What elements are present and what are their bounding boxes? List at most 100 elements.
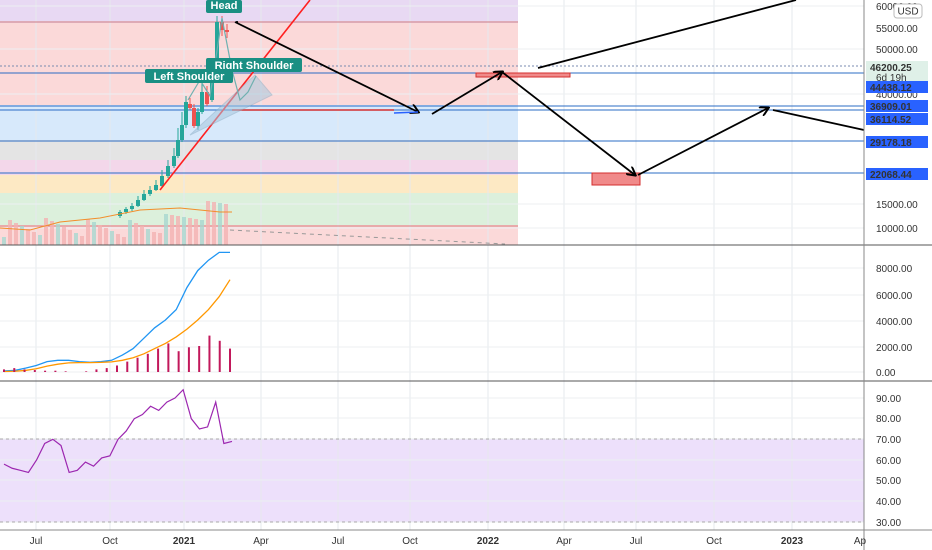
- candlestick-series: [0, 16, 232, 245]
- price-tick-6: 10000.00: [876, 224, 918, 235]
- macd-hist-14: [146, 353, 149, 372]
- price-pane-background: [0, 0, 864, 522]
- price-tick-4: 40000.00: [876, 90, 918, 101]
- candle-body-1: [124, 209, 128, 212]
- volume-bar-29: [176, 216, 180, 245]
- volume-bar-9: [56, 224, 60, 245]
- rsi-tick-2: 70.00: [876, 435, 901, 446]
- signal-line: [3, 279, 231, 373]
- time-tick-5: Oct: [402, 536, 418, 547]
- macd-hist-4: [44, 370, 47, 372]
- candle-body-7: [160, 176, 164, 186]
- rsi-indicator: [3, 388, 233, 474]
- candle-body-5: [148, 190, 152, 194]
- time-tick-11: Ap: [854, 536, 867, 547]
- volume-bar-35: [212, 202, 216, 245]
- price-tag-3: 36114.52: [870, 115, 912, 126]
- price-tick-1: 55000.00: [876, 24, 918, 35]
- macd-hist-21: [218, 340, 221, 372]
- price-tag-bg-3: [866, 113, 928, 125]
- macd-line: [3, 251, 230, 372]
- projection-arrow-3: [637, 108, 768, 176]
- candle-body-11: [180, 125, 184, 140]
- time-tick-4: Jul: [332, 536, 345, 547]
- candle-body-9: [172, 156, 176, 166]
- volume-bar-11: [68, 230, 72, 245]
- candle-body-18: [210, 80, 214, 100]
- chart-drawings[interactable]: [159, 0, 865, 191]
- currency-badge[interactable]: USD: [893, 3, 923, 19]
- candle-body-17: [205, 92, 209, 104]
- time-tick-9: Oct: [706, 536, 722, 547]
- macd-hist-15: [157, 348, 160, 372]
- head-label[interactable]: Head: [206, 0, 242, 13]
- volume-bar-1: [8, 220, 12, 245]
- price-tag-4: 29178.18: [870, 138, 912, 149]
- macd-hist-1: [13, 368, 16, 372]
- candle-body-10: [176, 140, 180, 156]
- volume-bar-15: [92, 222, 96, 245]
- target-box-bottom: [591, 172, 641, 186]
- volume-bar-26: [158, 233, 162, 245]
- volume-bar-23: [140, 226, 144, 245]
- volume-bar-22: [134, 223, 138, 245]
- volume-bar-25: [152, 232, 156, 245]
- macd-hist-12: [126, 361, 129, 372]
- zone-pink: [0, 160, 518, 175]
- time-tick-0: Jul: [30, 536, 43, 547]
- zone-orange: [0, 175, 518, 193]
- volume-bar-36: [218, 203, 222, 245]
- volume-bar-6: [38, 235, 42, 245]
- macd-hist-20: [208, 335, 211, 372]
- candle-body-21: [225, 30, 229, 32]
- price-tag-sub-0: 6d 19h: [876, 73, 907, 84]
- macd-axis[interactable]: 8000.00 6000.00 4000.00 2000.00 0.00: [876, 264, 913, 379]
- volume-bar-21: [128, 220, 132, 245]
- macd-tick-3: 2000.00: [876, 343, 913, 354]
- price-tick-5: 15000.00: [876, 200, 918, 211]
- left-shoulder-label[interactable]: Left Shoulder: [145, 69, 233, 83]
- volume-bar-31: [188, 218, 192, 245]
- right-shoulder-text: Right Shoulder: [215, 60, 295, 72]
- volume-bar-33: [200, 220, 204, 245]
- volume-bar-17: [104, 228, 108, 245]
- macd-hist-19: [198, 346, 201, 372]
- volume-bar-19: [116, 234, 120, 245]
- volume-bar-13: [80, 236, 84, 245]
- time-tick-6: 2022: [477, 536, 500, 547]
- right-shoulder-label[interactable]: Right Shoulder: [206, 58, 302, 72]
- volume-bar-32: [194, 219, 198, 245]
- time-tick-7: Apr: [556, 536, 572, 547]
- candle-body-20: [220, 22, 224, 30]
- price-tag-5: 22068.44: [870, 170, 912, 181]
- candle-body-8: [166, 166, 170, 176]
- volume-bar-27: [164, 214, 168, 245]
- pattern-triangle: [189, 74, 273, 136]
- macd-hist-16: [167, 343, 170, 372]
- projection-arrow-0: [234, 21, 418, 112]
- projection-arrow-2: [501, 71, 635, 175]
- volume-bar-24: [146, 229, 150, 245]
- volume-ma: [0, 207, 232, 231]
- price-tag-bg-1: [866, 81, 928, 93]
- price-tag-bg-0: [866, 61, 928, 83]
- volume-bar-34: [206, 201, 210, 245]
- rsi-axis[interactable]: 90.00 80.00 70.00 60.00 50.00 40.00 30.00: [876, 394, 901, 529]
- price-tag-bg-4: [866, 136, 928, 148]
- volume-bar-18: [110, 231, 114, 245]
- macd-hist-13: [136, 357, 139, 372]
- candle-body-6: [154, 185, 158, 190]
- volume-bar-0: [2, 237, 6, 245]
- volume-bar-3: [20, 226, 24, 245]
- volume-bar-37: [224, 204, 228, 245]
- time-axis[interactable]: Jul Oct 2021 Apr Jul Oct 2022 Apr Jul Oct 2023 Ap: [30, 536, 867, 547]
- time-tick-2: 2021: [173, 536, 196, 547]
- macd-hist-22: [229, 348, 231, 372]
- zone-gray: [0, 140, 518, 160]
- volume-bar-16: [98, 225, 102, 245]
- volume-bar-2: [14, 223, 18, 245]
- macd-hist-8: [85, 371, 88, 372]
- volume-ma-projection: [229, 229, 506, 245]
